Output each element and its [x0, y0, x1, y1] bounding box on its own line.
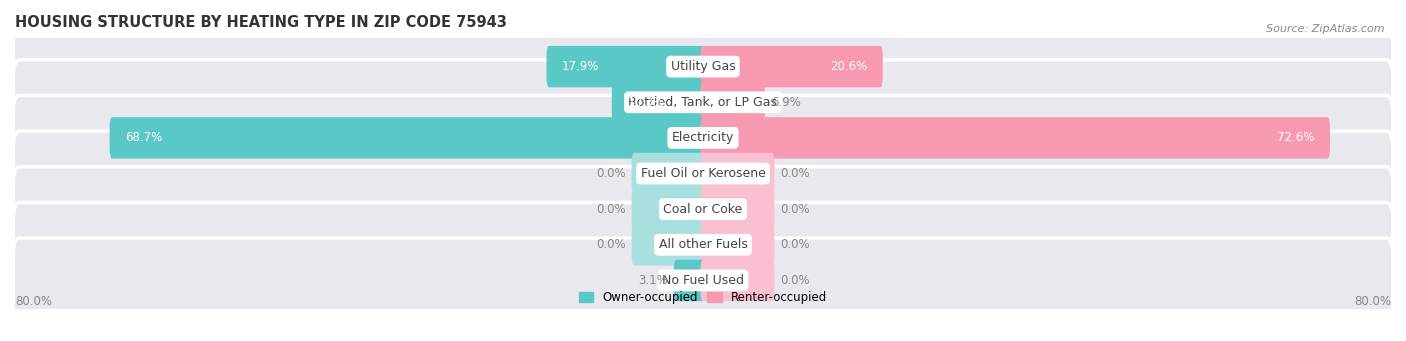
Text: 10.3%: 10.3% — [627, 96, 665, 109]
FancyBboxPatch shape — [631, 153, 706, 194]
Text: Bottled, Tank, or LP Gas: Bottled, Tank, or LP Gas — [628, 96, 778, 109]
FancyBboxPatch shape — [700, 46, 883, 87]
FancyBboxPatch shape — [13, 131, 1393, 216]
Text: Utility Gas: Utility Gas — [671, 60, 735, 73]
FancyBboxPatch shape — [700, 224, 775, 266]
Text: 0.0%: 0.0% — [780, 238, 810, 251]
Text: All other Fuels: All other Fuels — [658, 238, 748, 251]
Text: Coal or Coke: Coal or Coke — [664, 203, 742, 216]
Text: 72.6%: 72.6% — [1277, 131, 1315, 144]
Text: 17.9%: 17.9% — [562, 60, 599, 73]
Text: 68.7%: 68.7% — [125, 131, 162, 144]
Text: 0.0%: 0.0% — [596, 203, 626, 216]
Text: Electricity: Electricity — [672, 131, 734, 144]
FancyBboxPatch shape — [631, 189, 706, 230]
FancyBboxPatch shape — [13, 167, 1393, 252]
FancyBboxPatch shape — [700, 117, 1330, 159]
FancyBboxPatch shape — [13, 203, 1393, 287]
FancyBboxPatch shape — [612, 81, 706, 123]
FancyBboxPatch shape — [13, 24, 1393, 109]
FancyBboxPatch shape — [13, 95, 1393, 180]
Text: Fuel Oil or Kerosene: Fuel Oil or Kerosene — [641, 167, 765, 180]
FancyBboxPatch shape — [700, 153, 775, 194]
Text: No Fuel Used: No Fuel Used — [662, 274, 744, 287]
Text: 0.0%: 0.0% — [780, 167, 810, 180]
Text: 20.6%: 20.6% — [830, 60, 868, 73]
Text: Source: ZipAtlas.com: Source: ZipAtlas.com — [1267, 24, 1385, 34]
FancyBboxPatch shape — [13, 60, 1393, 145]
Text: 6.9%: 6.9% — [770, 96, 801, 109]
Text: 0.0%: 0.0% — [780, 203, 810, 216]
Text: 80.0%: 80.0% — [1354, 295, 1391, 308]
FancyBboxPatch shape — [13, 238, 1393, 323]
Text: 0.0%: 0.0% — [596, 167, 626, 180]
Legend: Owner-occupied, Renter-occupied: Owner-occupied, Renter-occupied — [574, 286, 832, 309]
Text: 0.0%: 0.0% — [596, 238, 626, 251]
Text: 3.1%: 3.1% — [638, 274, 668, 287]
FancyBboxPatch shape — [700, 260, 775, 301]
Text: HOUSING STRUCTURE BY HEATING TYPE IN ZIP CODE 75943: HOUSING STRUCTURE BY HEATING TYPE IN ZIP… — [15, 15, 508, 30]
FancyBboxPatch shape — [547, 46, 706, 87]
FancyBboxPatch shape — [631, 224, 706, 266]
FancyBboxPatch shape — [673, 260, 706, 301]
FancyBboxPatch shape — [110, 117, 706, 159]
FancyBboxPatch shape — [700, 81, 765, 123]
FancyBboxPatch shape — [700, 189, 775, 230]
Text: 0.0%: 0.0% — [780, 274, 810, 287]
Text: 80.0%: 80.0% — [15, 295, 52, 308]
